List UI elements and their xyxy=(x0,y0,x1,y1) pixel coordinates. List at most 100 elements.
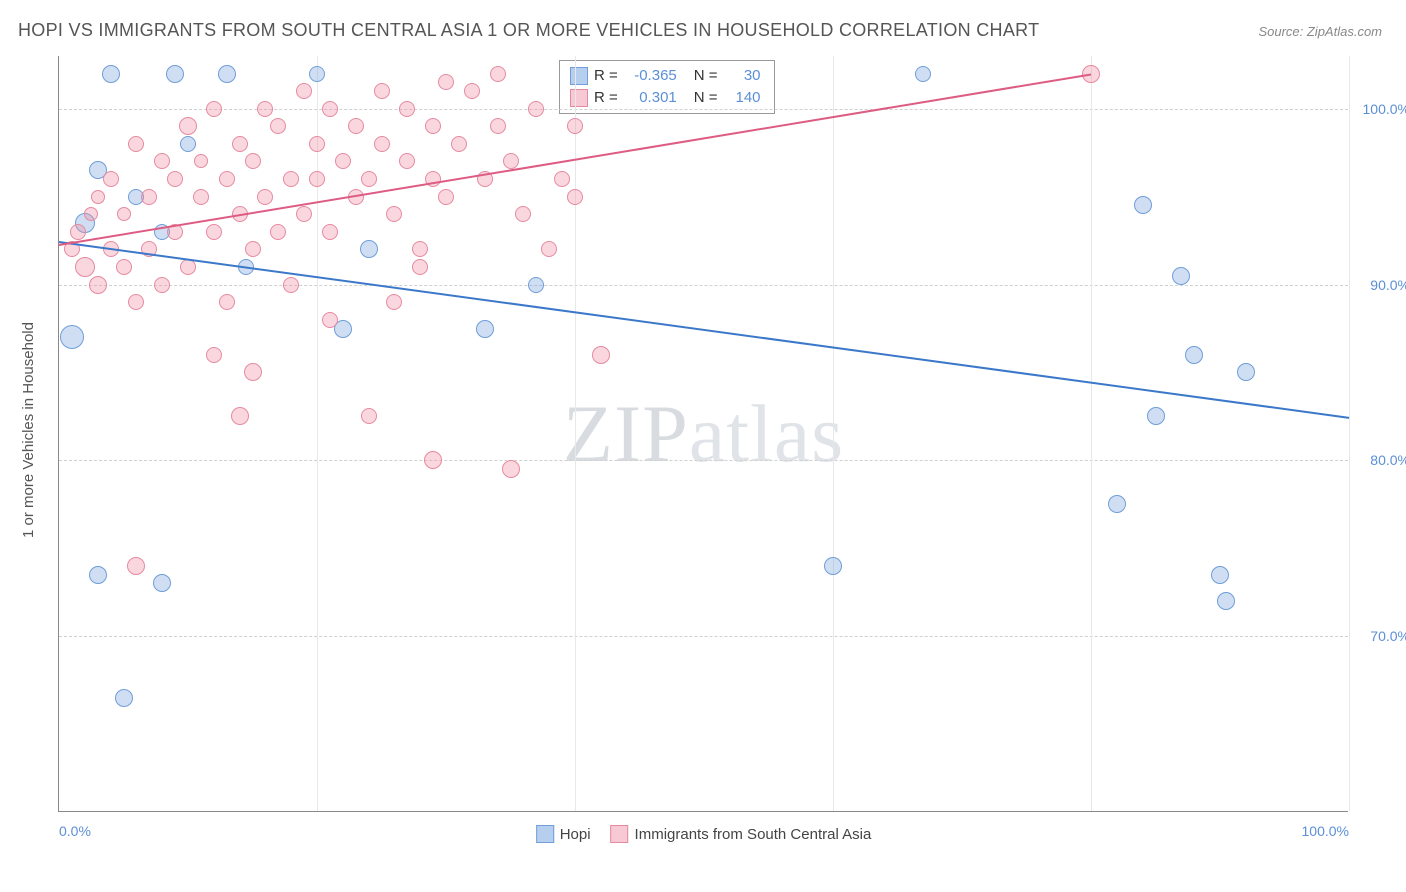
scatter-point xyxy=(567,118,583,134)
scatter-point xyxy=(360,240,378,258)
scatter-point xyxy=(567,189,583,205)
scatter-point xyxy=(322,101,338,117)
scatter-point xyxy=(270,224,286,240)
scatter-point xyxy=(70,224,86,240)
scatter-point xyxy=(490,118,506,134)
scatter-point xyxy=(438,74,454,90)
legend-r-value: 0.301 xyxy=(627,87,677,109)
y-tick-label: 80.0% xyxy=(1370,452,1406,468)
scatter-point xyxy=(1147,407,1165,425)
scatter-point xyxy=(219,171,235,187)
scatter-point xyxy=(219,294,235,310)
scatter-point xyxy=(166,65,184,83)
scatter-point xyxy=(296,206,312,222)
scatter-point xyxy=(309,66,325,82)
scatter-point xyxy=(476,320,494,338)
scatter-point xyxy=(128,294,144,310)
scatter-point xyxy=(179,117,197,135)
scatter-point xyxy=(1217,592,1235,610)
scatter-point xyxy=(309,136,325,152)
scatter-point xyxy=(102,65,120,83)
scatter-point xyxy=(451,136,467,152)
scatter-point xyxy=(374,136,390,152)
scatter-point xyxy=(180,136,196,152)
scatter-point xyxy=(915,66,931,82)
y-tick-label: 70.0% xyxy=(1370,628,1406,644)
y-axis-label: 1 or more Vehicles in Household xyxy=(20,322,37,538)
scatter-point xyxy=(1211,566,1229,584)
scatter-point xyxy=(464,83,480,99)
legend-row: R = -0.365 N = 30 xyxy=(570,65,764,87)
source-attribution: Source: ZipAtlas.com xyxy=(1258,24,1382,39)
scatter-point xyxy=(128,136,144,152)
scatter-point xyxy=(84,207,98,221)
scatter-point xyxy=(412,259,428,275)
grid-line-v xyxy=(833,56,834,811)
y-tick-label: 100.0% xyxy=(1363,101,1406,117)
scatter-point xyxy=(141,189,157,205)
grid-line-h xyxy=(59,285,1348,286)
legend-n-value: 30 xyxy=(727,65,761,87)
scatter-point xyxy=(322,312,338,328)
legend-r-label: R = xyxy=(594,65,618,87)
scatter-point xyxy=(103,171,119,187)
legend-swatch xyxy=(611,825,629,843)
scatter-point xyxy=(60,325,84,349)
scatter-point xyxy=(231,407,249,425)
scatter-point xyxy=(244,363,262,381)
scatter-point xyxy=(1108,495,1126,513)
scatter-point xyxy=(1134,196,1152,214)
scatter-point xyxy=(386,294,402,310)
grid-line-h xyxy=(59,460,1348,461)
scatter-point xyxy=(541,241,557,257)
scatter-point xyxy=(824,557,842,575)
scatter-point xyxy=(528,277,544,293)
grid-line-v xyxy=(317,56,318,811)
scatter-point xyxy=(115,689,133,707)
scatter-point xyxy=(127,557,145,575)
legend-n-label: N = xyxy=(694,65,718,87)
scatter-point xyxy=(348,118,364,134)
scatter-point xyxy=(296,83,312,99)
grid-line-v xyxy=(575,56,576,811)
legend-n-label: N = xyxy=(694,87,718,109)
scatter-point xyxy=(399,153,415,169)
scatter-point xyxy=(322,224,338,240)
y-tick-label: 90.0% xyxy=(1370,277,1406,293)
scatter-point xyxy=(1172,267,1190,285)
grid-line-h xyxy=(59,636,1348,637)
legend-swatch xyxy=(570,89,588,107)
scatter-point xyxy=(283,171,299,187)
legend-r-value: -0.365 xyxy=(627,65,677,87)
scatter-point xyxy=(515,206,531,222)
scatter-point xyxy=(194,154,208,168)
grid-line-v xyxy=(1349,56,1350,811)
scatter-point xyxy=(361,171,377,187)
scatter-point xyxy=(245,241,261,257)
scatter-point xyxy=(503,153,519,169)
scatter-point xyxy=(335,153,351,169)
legend-swatch xyxy=(536,825,554,843)
correlation-legend: R =-0.365N =30R =0.301N =140 xyxy=(559,60,775,114)
scatter-point xyxy=(206,347,222,363)
scatter-point xyxy=(245,153,261,169)
legend-label: Hopi xyxy=(560,826,591,843)
trend-line xyxy=(59,241,1349,419)
scatter-point xyxy=(167,171,183,187)
x-tick-label: 100.0% xyxy=(1302,823,1349,839)
series-legend: HopiImmigrants from South Central Asia xyxy=(536,825,872,843)
legend-r-label: R = xyxy=(594,87,618,109)
scatter-point xyxy=(361,408,377,424)
scatter-point xyxy=(218,65,236,83)
scatter-point xyxy=(425,118,441,134)
scatter-point xyxy=(592,346,610,364)
scatter-point xyxy=(438,189,454,205)
scatter-point xyxy=(117,207,131,221)
scatter-point xyxy=(270,118,286,134)
scatter-point xyxy=(424,451,442,469)
scatter-point xyxy=(412,241,428,257)
chart-container: HOPI VS IMMIGRANTS FROM SOUTH CENTRAL AS… xyxy=(0,0,1406,892)
scatter-point xyxy=(386,206,402,222)
grid-line-h xyxy=(59,109,1348,110)
plot-area: ZIPatlas R =-0.365N =30R =0.301N =140 Ho… xyxy=(58,56,1348,812)
